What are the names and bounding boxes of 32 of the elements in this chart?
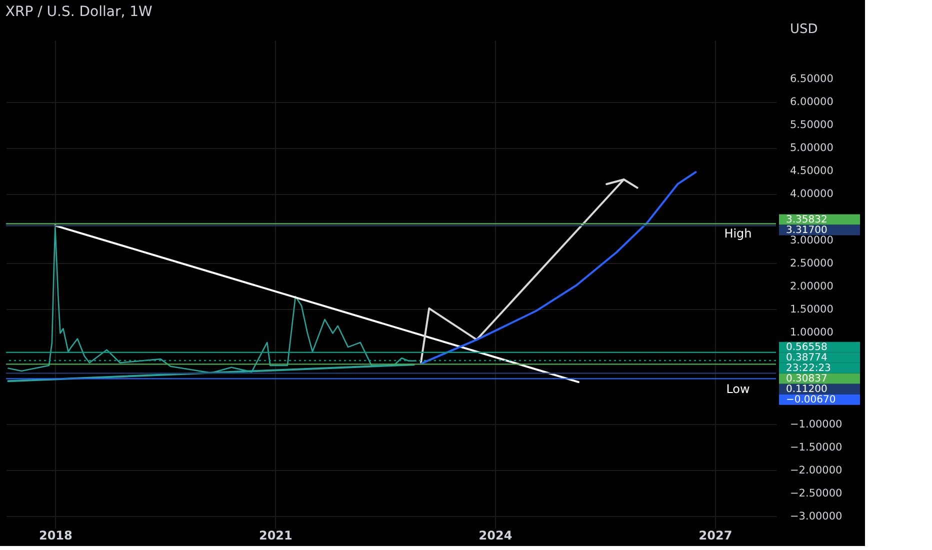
x-tick-label: 2018 bbox=[38, 528, 72, 542]
x-tick-label: 2027 bbox=[698, 528, 732, 542]
y-tick-label: 1.00000 bbox=[790, 326, 834, 338]
y-tick-label: 3.00000 bbox=[790, 234, 834, 246]
y-tick-label: 1.50000 bbox=[790, 303, 834, 316]
ref-line-label: 3.31700 bbox=[786, 224, 828, 236]
annotation: High bbox=[724, 226, 752, 241]
ref-line-label: −0.00670 bbox=[786, 394, 836, 406]
y-tick-label: 5.00000 bbox=[790, 142, 834, 154]
ref-line-label: 0.11200 bbox=[786, 384, 828, 396]
y-tick-label: 6.50000 bbox=[790, 73, 834, 86]
ref-line-label: 3.35832 bbox=[786, 214, 828, 226]
x-tick-label: 2021 bbox=[258, 528, 292, 542]
y-axis-title: USD bbox=[790, 22, 818, 37]
y-tick-label: −2.50000 bbox=[790, 487, 842, 500]
y-tick-label: −2.00000 bbox=[790, 464, 842, 476]
chart-title: XRP / U.S. Dollar, 1W bbox=[5, 4, 153, 20]
y-tick-label: 6.00000 bbox=[790, 96, 834, 108]
y-tick-label: −1.50000 bbox=[790, 441, 842, 454]
y-tick-label: −3.00000 bbox=[790, 510, 842, 522]
y-tick-label: 2.00000 bbox=[790, 280, 834, 292]
ref-line-label: 0.30837 bbox=[786, 374, 828, 385]
ref-line-label: 0.38774 bbox=[786, 352, 828, 364]
y-tick-label: 5.50000 bbox=[790, 119, 834, 132]
y-tick-label: 4.00000 bbox=[790, 188, 834, 200]
ref-line-label: 0.56558 bbox=[786, 342, 828, 354]
text: 23:22:23 bbox=[786, 363, 831, 374]
y-tick-label: −1.00000 bbox=[790, 418, 842, 430]
x-tick-label: 2024 bbox=[478, 528, 512, 542]
y-tick-label: 2.50000 bbox=[790, 257, 834, 270]
annotation: Low bbox=[726, 382, 750, 396]
y-tick-label: 4.50000 bbox=[790, 165, 834, 178]
